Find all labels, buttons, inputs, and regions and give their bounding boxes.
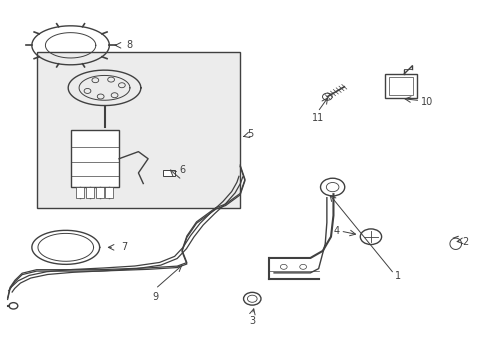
Bar: [386, 74, 417, 99]
Bar: [37, 53, 240, 208]
Text: 10: 10: [421, 97, 433, 107]
Text: 7: 7: [122, 242, 128, 252]
Text: 3: 3: [249, 316, 255, 327]
Bar: [390, 77, 413, 95]
Text: 2: 2: [462, 237, 468, 247]
Bar: [71, 130, 119, 187]
Bar: [86, 187, 94, 198]
Text: 4: 4: [333, 226, 340, 237]
Text: 11: 11: [312, 113, 324, 123]
Text: 5: 5: [247, 129, 254, 139]
Bar: [96, 187, 103, 198]
Bar: [76, 187, 84, 198]
Text: 1: 1: [395, 271, 401, 281]
Bar: [105, 187, 113, 198]
Text: 6: 6: [179, 165, 185, 175]
Bar: [163, 170, 175, 176]
Text: 9: 9: [152, 292, 158, 302]
Text: 8: 8: [126, 40, 132, 50]
